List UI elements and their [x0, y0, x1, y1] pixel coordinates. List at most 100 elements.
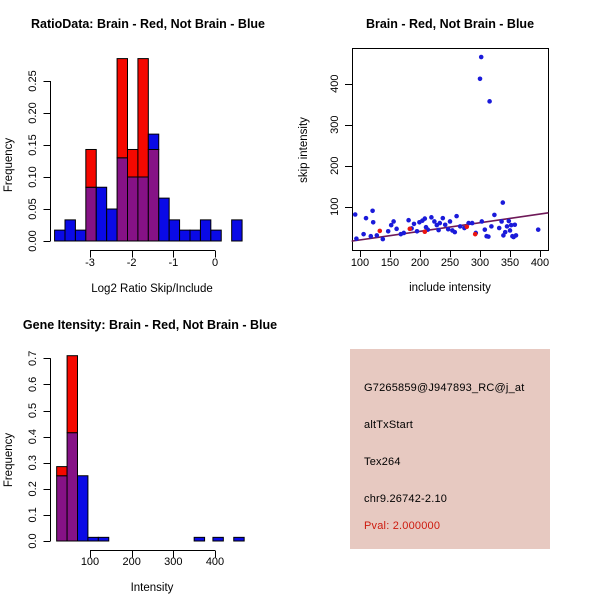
- y-tick-label: 300: [329, 116, 341, 134]
- event-type-text: altTxStart: [364, 419, 414, 431]
- chart-title: RatioData: Brain - Red, Not Brain - Blue: [31, 17, 265, 31]
- scatter-point-red: [472, 231, 478, 237]
- scatter-point-blue: [479, 219, 485, 224]
- scatter-point-blue: [502, 229, 508, 235]
- y-axis-label: Frequency: [3, 138, 15, 193]
- pval-text: Pval: 2.000000: [364, 520, 441, 532]
- hist-bar-segment: [87, 536, 99, 542]
- scatter-point-blue: [486, 234, 491, 239]
- scatter-point-blue: [477, 76, 483, 82]
- hist-bar-segment: [189, 229, 201, 242]
- hist-bar-segment: [85, 186, 97, 242]
- x-axis-label: Intensity: [131, 582, 174, 594]
- scatter-point-blue: [370, 219, 376, 225]
- x-tick-label: -3: [85, 257, 95, 269]
- y-tick-label: 0.5: [27, 403, 39, 418]
- x-tick-label: 350: [501, 257, 519, 269]
- scatter-point-blue: [442, 222, 448, 228]
- scatter-point-blue: [513, 233, 519, 238]
- x-tick-label: 400: [531, 257, 549, 269]
- x-tick-label: 300: [164, 556, 182, 568]
- scatter-point-blue: [440, 215, 446, 221]
- scatter-point-red: [422, 229, 428, 235]
- scatter-point-red: [464, 224, 470, 230]
- scatter-point-blue: [391, 219, 396, 224]
- x-tick-label: -2: [127, 257, 137, 269]
- y-tick-label: 0.20: [27, 102, 39, 123]
- gene-name-text: Tex264: [364, 456, 401, 468]
- scatter-point-blue: [388, 222, 394, 228]
- scatter-point-blue: [411, 221, 417, 227]
- scatter-point-blue: [506, 218, 512, 224]
- y-tick-label: 200: [329, 157, 341, 175]
- x-tick-label: -1: [168, 257, 178, 269]
- scatter-point-blue: [414, 229, 420, 234]
- scatter-point-blue: [422, 216, 428, 221]
- scatter-point-blue: [374, 233, 380, 238]
- y-tick-label: 0.10: [27, 166, 39, 187]
- hist-bar-segment: [233, 536, 245, 542]
- scatter-point-blue: [437, 220, 443, 226]
- x-axis-label: Log2 Ratio Skip/Include: [91, 283, 212, 295]
- scatter-point-blue: [452, 229, 458, 235]
- hist-bar-segment: [85, 148, 97, 188]
- scatter-point-red: [407, 226, 413, 232]
- x-tick-label: 200: [411, 257, 429, 269]
- hist-bar-segment: [56, 475, 68, 542]
- scatter-point-blue: [489, 224, 494, 229]
- y-axis-label: Frequency: [3, 433, 15, 488]
- scatter-point-blue: [500, 200, 506, 205]
- y-tick-label: 0.0: [27, 533, 39, 548]
- hist-bar-segment: [64, 219, 76, 242]
- scatter-point-blue: [406, 217, 411, 223]
- locus-text: chr9.26742-2.10: [364, 493, 448, 505]
- scatter-point-blue: [487, 99, 492, 104]
- scatter-point-blue: [447, 219, 453, 224]
- hist-bar-segment: [126, 148, 139, 178]
- hist-bar-segment: [56, 466, 68, 477]
- y-tick-label: 0.25: [27, 70, 39, 91]
- scatter-point-blue: [478, 54, 484, 60]
- hist-bar-segment: [74, 229, 87, 242]
- scatter-point-blue: [508, 222, 514, 228]
- hist-bar-segment: [137, 58, 149, 178]
- x-tick-label: 100: [351, 257, 369, 269]
- probe-id-text: G7265859@J947893_RC@j_at: [364, 382, 525, 394]
- y-tick-label: 0.4: [27, 429, 39, 444]
- y-tick-label: 0.15: [27, 134, 39, 155]
- y-tick-label: 0.7: [27, 351, 39, 366]
- scatter-point-blue: [496, 225, 502, 231]
- scatter-point-blue: [466, 220, 471, 226]
- x-tick-label: 150: [381, 257, 399, 269]
- scatter-point-blue: [512, 222, 518, 228]
- x-tick-label: 100: [81, 556, 99, 568]
- x-axis-label: include intensity: [409, 282, 491, 294]
- x-tick-label: 250: [441, 257, 459, 269]
- scatter-point-red: [377, 228, 383, 234]
- scatter-point-blue: [352, 212, 358, 217]
- hist-bar-segment: [158, 197, 170, 242]
- scatter-point-blue: [380, 236, 386, 242]
- y-tick-label: 100: [329, 198, 341, 216]
- scatter-point-blue: [499, 219, 504, 224]
- hist-bar-segment: [147, 148, 160, 242]
- scatter-point-blue: [394, 226, 399, 232]
- hist-bar-segment: [179, 229, 191, 242]
- chart-title: Gene Itensity: Brain - Red, Not Brain - …: [23, 318, 277, 332]
- y-axis-label: skip intensity: [298, 117, 310, 183]
- scatter-point-blue: [492, 212, 497, 218]
- info-panel: G7265859@J947893_RC@j_at altTxStart Tex2…: [350, 349, 550, 549]
- x-tick-label: 200: [122, 556, 140, 568]
- y-tick-label: 0.3: [27, 455, 39, 470]
- scatter-point-blue: [361, 231, 366, 237]
- x-tick-label: 300: [471, 257, 489, 269]
- scatter-point-blue: [363, 215, 369, 221]
- x-tick-label: 400: [206, 556, 224, 568]
- hist-bar-segment: [212, 536, 224, 542]
- hist-bar-segment: [116, 157, 128, 242]
- scatter-point-blue: [482, 227, 488, 232]
- hist-bar-segment: [66, 432, 78, 542]
- hist-bar-segment: [126, 176, 139, 242]
- scatter-point-blue: [507, 228, 513, 233]
